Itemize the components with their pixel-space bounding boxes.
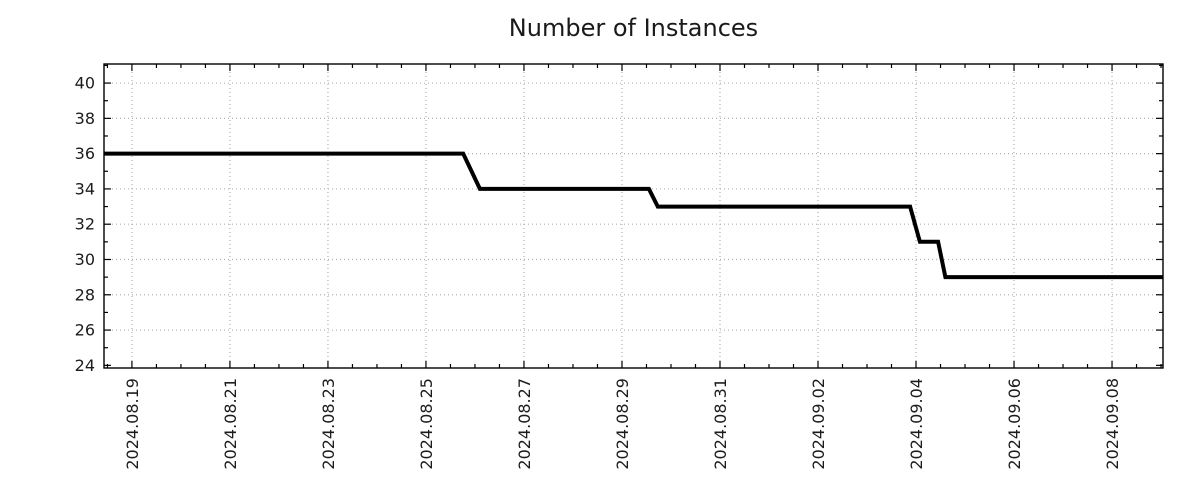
y-tick-label: 28	[75, 285, 95, 304]
y-tick-label: 34	[75, 179, 95, 198]
chart-title: Number of Instances	[508, 14, 759, 42]
x-tick-label: 2024.09.04	[907, 378, 926, 470]
x-tick-label: 2024.08.25	[417, 378, 436, 470]
plot-border	[103, 63, 1164, 369]
x-tick-label: 2024.09.06	[1005, 378, 1024, 470]
y-tick-label: 36	[75, 144, 95, 163]
y-tick-label: 40	[75, 74, 95, 93]
x-tick-label: 2024.08.29	[613, 378, 632, 470]
series-line	[104, 151, 1163, 280]
x-tick-label: 2024.08.31	[711, 378, 730, 470]
y-tick-label: 30	[75, 250, 95, 269]
y-tick-label: 26	[75, 321, 95, 340]
x-tick-label: 2024.08.23	[319, 378, 338, 470]
x-tick-label: 2024.09.02	[809, 378, 828, 470]
x-tick-label: 2024.09.08	[1103, 378, 1122, 470]
x-tick-label: 2024.08.19	[123, 378, 142, 470]
x-tick-label: 2024.08.27	[515, 378, 534, 470]
y-tick-label: 32	[75, 215, 95, 234]
y-tick-label: 24	[75, 356, 95, 375]
x-tick-label: 2024.08.21	[221, 378, 240, 470]
y-tick-label: 38	[75, 109, 95, 128]
